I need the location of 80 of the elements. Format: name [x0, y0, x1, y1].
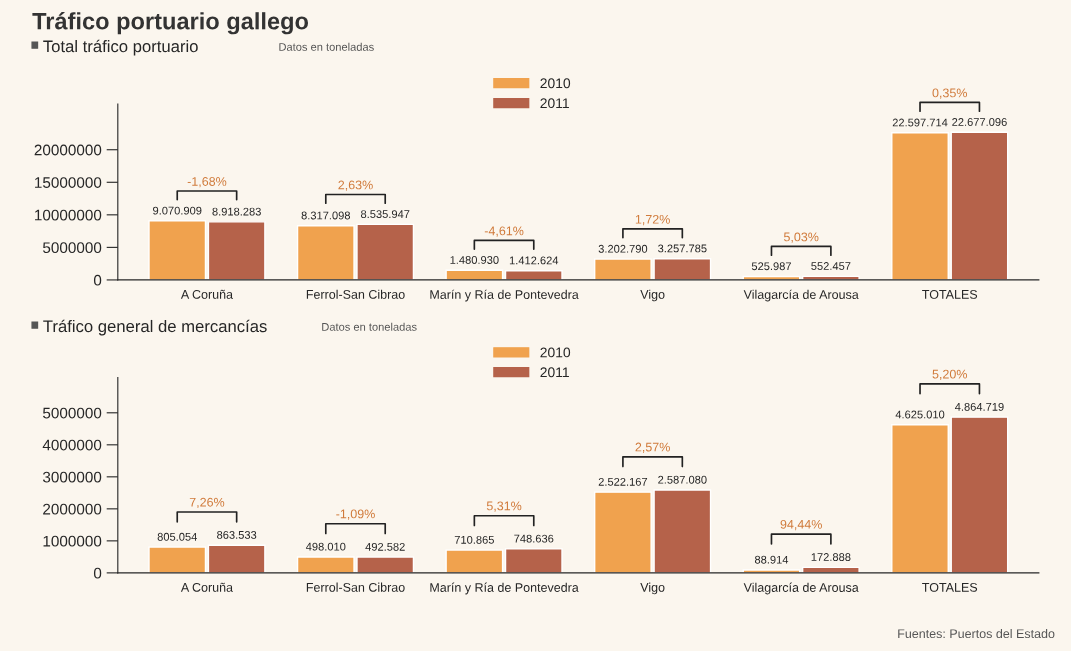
chart-title: Tráfico general de mercancías	[43, 319, 267, 336]
x-tick-label: A Coruña	[180, 582, 234, 592]
legend-label: 2011	[540, 98, 569, 109]
x-tick-label: A Coruña	[180, 289, 234, 299]
bar	[207, 221, 266, 280]
annotation: 2,63%	[338, 180, 373, 191]
annotation: 1,72%	[635, 214, 670, 226]
data-label: 8.918.283	[212, 207, 261, 216]
annotation: 94,44%	[780, 519, 822, 531]
bar	[950, 416, 1009, 573]
annotation: -4,61%	[484, 226, 524, 237]
data-label: 22.677.096	[952, 118, 1007, 126]
y-tick-label: 10000000	[35, 209, 102, 221]
data-label: 3.257.785	[658, 244, 707, 253]
data-label: 8.317.098	[301, 211, 351, 220]
data-label: 552.457	[811, 262, 851, 270]
legend-label: 2011	[540, 367, 569, 378]
text: Datos en toneladas	[322, 322, 417, 331]
data-label: 1.480.930	[450, 256, 499, 264]
source-note: Fuentes: Puertos del Estado	[898, 628, 1055, 639]
y-tick-label: 5000000	[42, 242, 102, 254]
y-tick-label: 20000000	[34, 144, 102, 156]
data-label: 172.888	[811, 553, 851, 561]
y-tick-label: 15000000	[35, 177, 102, 188]
chart-subtitle: Total tráfico portuario	[43, 39, 198, 56]
data-label: 8.535.947	[360, 210, 410, 218]
data-label: 748.636	[514, 534, 554, 543]
data-label: 492.582	[365, 542, 405, 551]
annotation: 5,31%	[486, 501, 522, 512]
bar	[950, 131, 1009, 280]
y-tick-label: 1000000	[43, 535, 102, 547]
bar	[504, 548, 563, 573]
x-tick-label: Marín y Ría de Pontevedra	[430, 582, 579, 595]
data-label: 22.597.714	[892, 118, 948, 127]
bar	[891, 132, 949, 280]
y-tick-label: 3000000	[42, 471, 102, 483]
x-tick-label: Ferrol-San Cibrao	[306, 582, 405, 592]
data-label: 4.625.010	[895, 410, 945, 419]
y-tick-label: 2000000	[43, 503, 102, 515]
data-label: 9.070.909	[153, 206, 202, 215]
bar	[445, 549, 504, 573]
annotation: -1,68%	[187, 177, 227, 188]
data-label: 2.587.080	[658, 475, 707, 484]
text: Datos en toneladas	[279, 42, 374, 51]
data-label: 2.522.167	[598, 477, 648, 486]
y-tick-label: 5000000	[42, 407, 102, 419]
y-tick-label: 0	[93, 274, 102, 286]
legend-label: 2010	[540, 347, 571, 358]
bar	[207, 544, 266, 573]
y-tick-label: 4000000	[42, 439, 102, 451]
x-tick-label: TOTALES	[922, 289, 978, 299]
legend-label: 2010	[540, 78, 571, 89]
y-tick-label: 0	[93, 567, 102, 579]
data-label: 498.010	[305, 542, 346, 551]
data-label: 525.987	[751, 262, 791, 271]
data-label: 805.054	[157, 532, 197, 541]
chart-title: Tráfico portuario gallego	[32, 11, 309, 35]
data-label: 1.412.624	[509, 256, 559, 265]
x-tick-label: Vigo	[640, 582, 665, 595]
annotation: 5,20%	[932, 369, 968, 380]
bar	[891, 424, 949, 573]
data-label: 88.914	[754, 555, 789, 564]
bar	[148, 220, 207, 280]
annotation: -1,09%	[336, 509, 375, 520]
x-tick-label: TOTALES	[922, 582, 978, 592]
x-tick-label: Ferrol-San Cibrao	[306, 289, 405, 299]
x-tick-label: Vilagarcía de Arousa	[743, 582, 859, 595]
data-label: 863.533	[217, 531, 257, 539]
annotation: 2,57%	[635, 442, 670, 453]
bar	[504, 270, 563, 280]
x-tick-label: Marín y Ría de Pontevedra	[430, 289, 579, 302]
x-tick-label: Vilagarcía de Arousa	[743, 289, 859, 302]
bar	[148, 546, 207, 573]
text: 0,35%	[932, 88, 968, 99]
annotation: 7,26%	[189, 497, 225, 509]
annotation: 5,03%	[783, 232, 819, 243]
x-tick-label: Vigo	[640, 289, 665, 302]
data-label: 710.865	[454, 535, 494, 544]
data-label: 3.202.790	[598, 244, 648, 253]
data-label: 4.864.719	[954, 402, 1004, 411]
